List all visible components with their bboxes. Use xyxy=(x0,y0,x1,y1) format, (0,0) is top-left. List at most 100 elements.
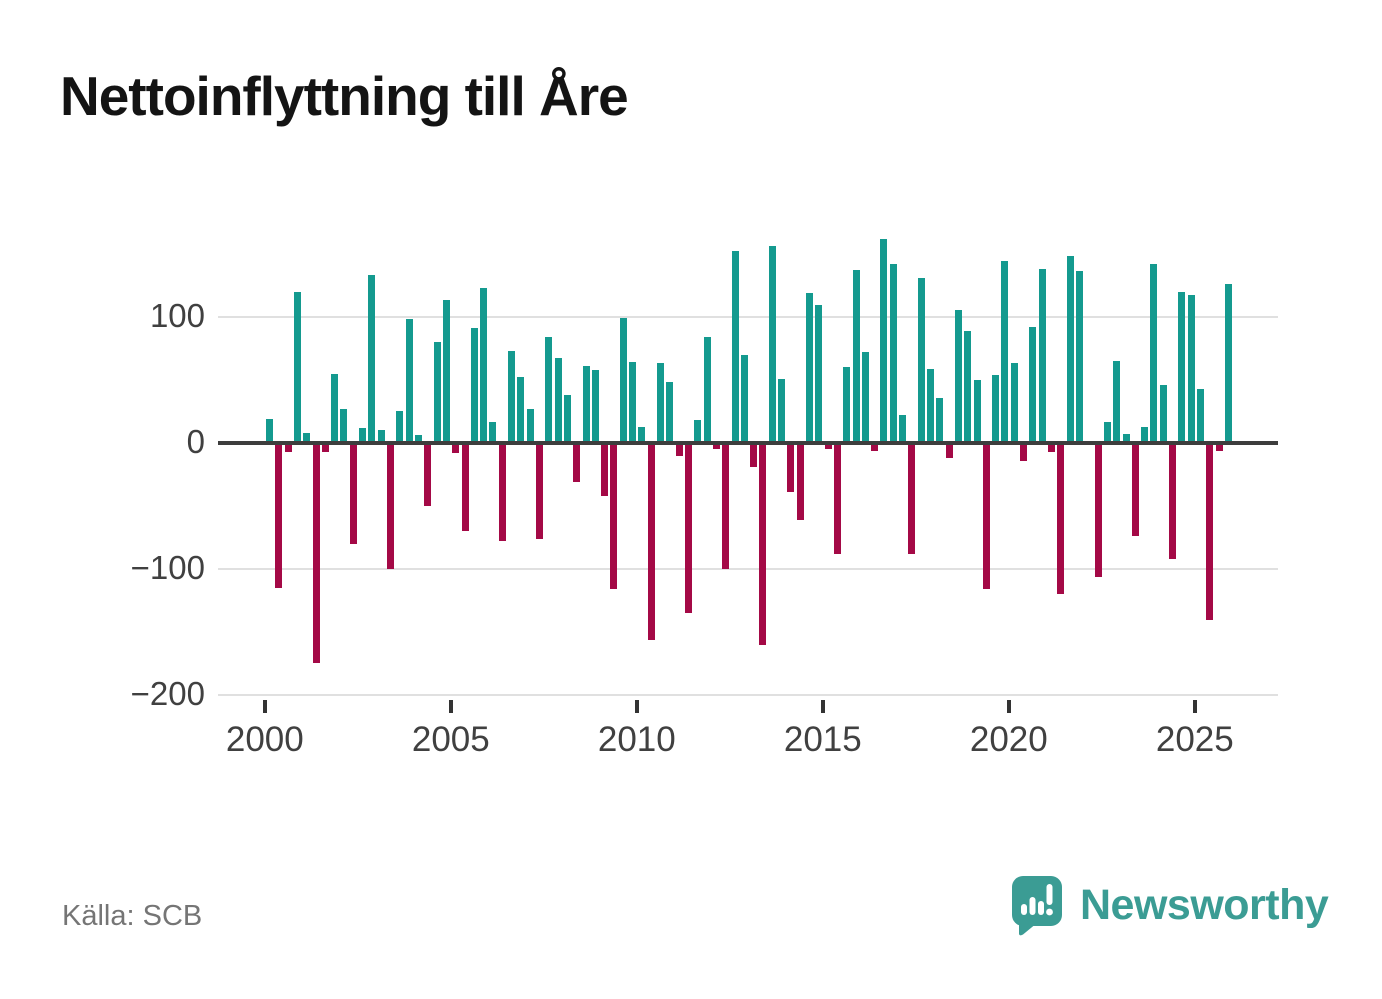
x-tick-2010 xyxy=(634,700,639,714)
bar-2021-Q1 xyxy=(1048,443,1056,452)
bar-2016-Q2 xyxy=(871,443,879,451)
bar-2019-Q2 xyxy=(982,443,990,590)
bar-2021-Q4 xyxy=(1075,271,1083,443)
bar-2020-Q4 xyxy=(1038,268,1046,443)
y-axis-label-100: 100 xyxy=(149,296,205,334)
bar-2010-Q2 xyxy=(647,443,655,640)
newsworthy-wordmark: Newsworthy xyxy=(1080,881,1329,929)
bar-2024-Q1 xyxy=(1159,384,1167,443)
bar-2002-Q3 xyxy=(359,427,367,443)
bar-2017-Q4 xyxy=(927,368,934,443)
newsworthy-brand: Newsworthy xyxy=(1010,874,1329,937)
bar-2020-Q1 xyxy=(1010,363,1018,443)
bar-2014-Q2 xyxy=(796,443,804,520)
bar-2018-Q3 xyxy=(954,310,962,443)
bar-2010-Q3 xyxy=(657,363,665,443)
x-tick-2025 xyxy=(1192,700,1197,714)
bar-2006-Q1 xyxy=(489,421,497,443)
bar-2009-Q3 xyxy=(619,318,627,443)
bar-2018-Q2 xyxy=(945,443,953,459)
bar-2001-Q3 xyxy=(321,443,329,452)
x-tick-2000 xyxy=(262,700,267,714)
bar-2003-Q2 xyxy=(387,443,395,570)
bar-2010-Q4 xyxy=(666,382,674,443)
bar-2024-Q2 xyxy=(1169,443,1177,560)
bar-2009-Q2 xyxy=(610,443,618,590)
bar-2001-Q2 xyxy=(312,443,320,663)
bar-2005-Q4 xyxy=(480,287,488,443)
bar-2015-Q4 xyxy=(852,270,860,443)
bar-2021-Q3 xyxy=(1066,256,1074,443)
newsworthy-logo-icon xyxy=(1012,876,1062,936)
bar-2007-Q4 xyxy=(554,358,562,443)
bar-2023-Q2 xyxy=(1131,443,1139,537)
x-tick-2005 xyxy=(448,700,453,714)
bar-2012-Q3 xyxy=(731,251,739,443)
x-axis-label-2025: 2025 xyxy=(1155,720,1234,759)
bar-2000-Q3 xyxy=(284,443,292,452)
x-axis-label-2005: 2005 xyxy=(411,720,490,759)
bar-2008-Q1 xyxy=(563,395,571,443)
y-axis-label--200: −200 xyxy=(130,675,205,713)
bar-2000-Q2 xyxy=(275,443,283,589)
bar-2014-Q4 xyxy=(815,305,823,443)
bar-2017-Q2 xyxy=(908,443,916,555)
gridline--200 xyxy=(218,694,1278,697)
bar-2013-Q1 xyxy=(750,443,758,467)
bar-2000-Q4 xyxy=(293,291,301,443)
bar-2002-Q2 xyxy=(349,443,357,544)
x-tick-2015 xyxy=(820,700,825,714)
bar-2006-Q2 xyxy=(498,443,506,542)
bar-2005-Q2 xyxy=(461,443,469,532)
x-axis-label-2010: 2010 xyxy=(597,720,676,759)
bar-2004-Q1 xyxy=(414,435,422,443)
bar-2006-Q3 xyxy=(508,350,516,443)
bar-2011-Q4 xyxy=(703,336,711,443)
bar-2007-Q2 xyxy=(535,443,543,539)
bar-2017-Q1 xyxy=(899,415,907,443)
zero-axis-line xyxy=(218,441,1278,445)
bar-2009-Q4 xyxy=(629,362,637,443)
bar-2015-Q2 xyxy=(833,443,841,555)
bar-2018-Q4 xyxy=(964,330,972,443)
bar-2024-Q4 xyxy=(1187,295,1195,443)
gridline--100 xyxy=(218,568,1278,571)
bar-2025-Q3 xyxy=(1215,443,1223,451)
bar-2002-Q1 xyxy=(340,408,348,443)
bar-2025-Q4 xyxy=(1224,283,1232,443)
bar-2010-Q1 xyxy=(638,426,646,443)
bar-2002-Q4 xyxy=(368,275,376,443)
bar-2024-Q3 xyxy=(1178,291,1186,443)
bar-2001-Q4 xyxy=(331,373,339,443)
x-axis-label-2000: 2000 xyxy=(225,720,304,759)
y-axis-label-0: 0 xyxy=(186,423,205,460)
bar-2003-Q4 xyxy=(405,319,413,443)
chart-title: Nettoinflyttning till Åre xyxy=(60,65,629,127)
bar-2009-Q1 xyxy=(601,443,609,496)
bar-2023-Q3 xyxy=(1141,426,1149,443)
bar-2006-Q4 xyxy=(517,377,525,443)
bar-2001-Q1 xyxy=(303,432,311,443)
source-caption: Källa: SCB xyxy=(62,900,203,932)
bar-2015-Q3 xyxy=(843,367,851,443)
bar-2003-Q3 xyxy=(396,411,404,443)
bar-2021-Q2 xyxy=(1057,443,1065,595)
bar-2017-Q3 xyxy=(917,277,925,443)
bar-2022-Q2 xyxy=(1094,443,1102,577)
bar-2025-Q1 xyxy=(1197,388,1204,443)
bar-2013-Q4 xyxy=(778,378,786,443)
bar-2004-Q4 xyxy=(442,300,450,443)
bar-2012-Q4 xyxy=(740,354,748,443)
bar-2011-Q3 xyxy=(694,420,702,443)
bar-2000-Q1 xyxy=(266,419,273,443)
bar-2008-Q3 xyxy=(582,366,590,443)
x-tick-2020 xyxy=(1006,700,1011,714)
bar-2004-Q3 xyxy=(433,342,441,443)
bar-2011-Q2 xyxy=(684,443,692,614)
bar-2018-Q1 xyxy=(936,397,944,443)
bar-2003-Q1 xyxy=(377,430,385,443)
bar-2016-Q4 xyxy=(889,263,897,443)
bar-2022-Q4 xyxy=(1113,360,1121,443)
bar-2022-Q3 xyxy=(1103,421,1111,443)
